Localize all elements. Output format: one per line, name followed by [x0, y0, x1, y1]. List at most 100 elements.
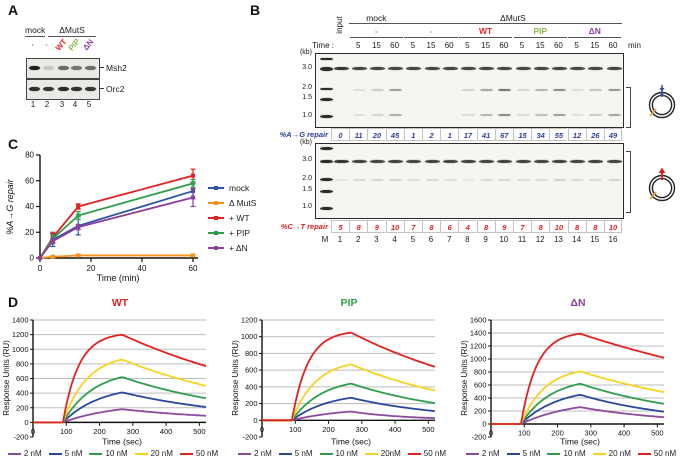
legend-item: + PIP [208, 228, 256, 238]
legend-label: 5 nM [522, 449, 541, 458]
legend-label: 20 nM [150, 449, 173, 458]
blot-band [84, 66, 96, 70]
gel-lane-number: 2 [355, 235, 361, 244]
time-label: Time : [312, 41, 334, 50]
repair-value-cell: 9 [494, 220, 513, 233]
gel-lane-number: 15 [590, 235, 600, 244]
y-tick-label: 40 [25, 202, 34, 211]
series-line [39, 182, 194, 259]
y-tick-label: 200 [245, 399, 258, 408]
axis-lines [39, 155, 198, 259]
sensorgram-curve [491, 394, 665, 425]
gel-band-substrate [497, 159, 513, 163]
y-tick-label: 1400 [12, 316, 29, 325]
blot-band [57, 87, 69, 91]
gel-band-product [370, 88, 384, 92]
gel-band-substrate [497, 67, 513, 71]
blot-band [84, 87, 96, 91]
y-tick-label: 600 [16, 374, 29, 383]
sensorgram-curve [491, 406, 665, 425]
sensorgram-curve [262, 331, 436, 422]
gel-band-substrate [606, 159, 622, 163]
y-tick-label: 1000 [12, 345, 29, 354]
gel-lane-number: 9 [483, 235, 488, 244]
marker-band [319, 57, 333, 61]
gel-band-product [498, 113, 512, 117]
blot-name: Orc2 [106, 84, 125, 94]
series-marker [76, 253, 81, 258]
x-axis-label: Time (sec) [331, 437, 371, 447]
x-tick-label: 0 [31, 427, 35, 436]
sensorgram-legend: 2 nM 5 nM 10 nM 20nM 50 nM [229, 449, 455, 458]
legend-item: 10 nM [89, 449, 128, 458]
repair-row-label: %A→G repair [279, 130, 328, 139]
legend-swatch [208, 214, 224, 222]
panel-a-label: A [8, 2, 19, 18]
legend-item: 10 nM [547, 449, 586, 458]
sensorgram-curve [491, 370, 665, 425]
repair-value-cell: 49 [603, 128, 623, 141]
gel-band-substrate [351, 67, 367, 71]
sensorgram-dn: -200 0 200 400 600 800 1000 1200 1400 1600 0 100 200… [458, 293, 684, 468]
gel-band-substrate [406, 67, 422, 71]
gel-band-product [480, 113, 494, 117]
marker-band [319, 67, 333, 71]
kb-mark-label: 2.0 [302, 84, 312, 92]
gel-band-product [352, 88, 366, 92]
legend-label: 50 nM [653, 449, 677, 458]
kb-mark-label: 3.0 [302, 156, 312, 164]
legend-label: 50 nM [195, 449, 219, 458]
marker-band [319, 115, 333, 119]
gel-band-substrate [388, 159, 404, 163]
gel-subgroup-underline [349, 37, 404, 38]
legend-label: 10 nM [335, 449, 358, 458]
gel-subgroup-underline [458, 37, 513, 38]
legend-swatch [637, 452, 651, 455]
legend-item: 20 nM [134, 449, 173, 458]
y-tick-label: -200 [242, 433, 257, 442]
legend-label: + WT [229, 213, 250, 223]
y-tick-label: 0 [24, 418, 28, 427]
sensorgram-curve [33, 376, 207, 424]
gel-group-underline [349, 23, 404, 24]
gel-lane-number: 6 [428, 235, 434, 244]
sensorgram-curve [491, 332, 665, 425]
blot-band [42, 66, 54, 70]
repair-value-cell: 34 [531, 128, 550, 141]
gel-band-product [352, 178, 366, 181]
blot-group-label: ΔMutS [59, 25, 85, 35]
time-value: 60 [390, 41, 400, 50]
series-marker [50, 254, 55, 259]
blot-tick [99, 88, 104, 89]
legend-swatch [208, 184, 224, 192]
repair-value-cell: 8 [476, 220, 495, 233]
repair-value-cell: 8 [421, 220, 441, 233]
kb-unit-label: (kb) [299, 49, 312, 56]
kb-mark-label: 1.0 [302, 203, 312, 211]
legend-swatch [407, 452, 421, 455]
repair-value-cell: 17 [458, 128, 477, 141]
blot-group-label: mock [25, 25, 46, 35]
plasmid-t-lesion-icon [648, 167, 676, 202]
gel-lane-number: 11 [517, 235, 527, 244]
gel-band-substrate [479, 159, 495, 163]
panel-b-content: mock ΔMutS - - WT PIP ΔN Time : input 5 15 60 5 15 60 5… [250, 0, 686, 255]
y-tick-label: 1000 [241, 332, 258, 341]
y-tick-label: 1200 [470, 342, 487, 351]
legend-item: 5 nM [48, 449, 82, 458]
x-tick-label: 400 [389, 425, 402, 434]
gel-subgroup-label: ΔN [588, 26, 601, 36]
x-axis-label: Time (min) [97, 273, 140, 283]
gel-band-substrate [515, 67, 531, 71]
y-tick-label: 600 [245, 366, 258, 375]
blot-band [70, 87, 82, 91]
legend-item: 20nM [364, 449, 401, 458]
chart-title: PIP [341, 297, 358, 309]
gel-band-product [425, 178, 439, 181]
legend-item: 2 nM [465, 449, 500, 458]
x-tick-label: 60 [189, 264, 198, 273]
y-tick-label: 20 [25, 228, 34, 237]
gel-band-product [534, 178, 548, 181]
